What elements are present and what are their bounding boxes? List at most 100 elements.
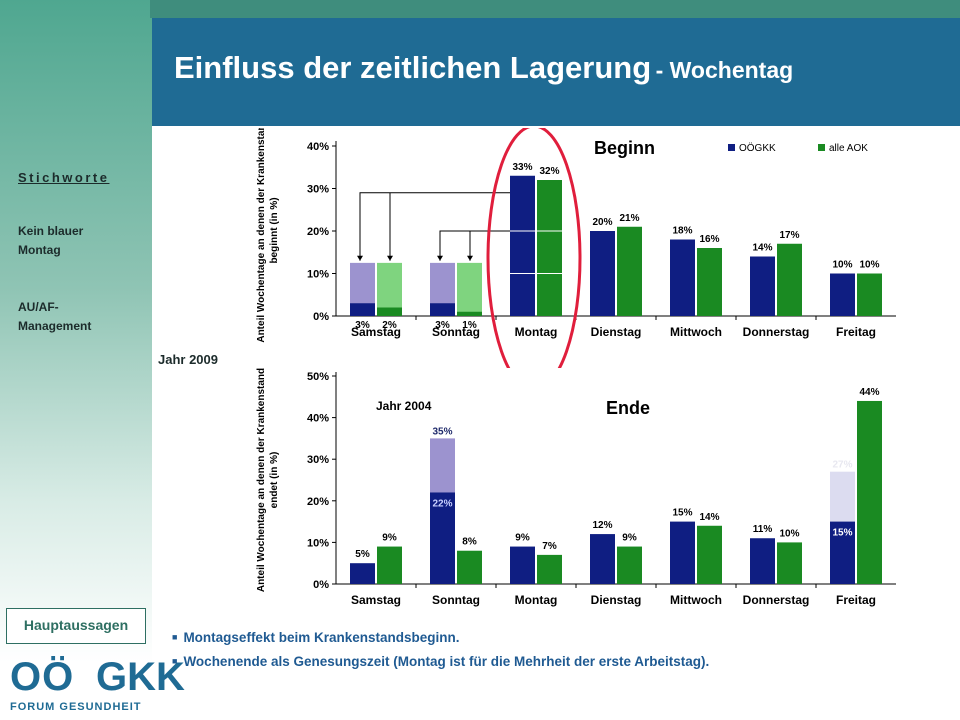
x-tick-label: Samstag [351, 593, 401, 607]
bar [777, 243, 802, 316]
y-axis-label: Anteil Wochentage an denen der Krankenst… [256, 128, 280, 343]
bullet-item: ■ Montagseffekt beim Krankenstandsbeginn. [172, 630, 709, 645]
y-tick-label: 10% [307, 269, 329, 281]
key-messages: ■ Montagseffekt beim Krankenstandsbeginn.… [172, 630, 709, 678]
bar [350, 303, 375, 316]
bar [457, 311, 482, 316]
bullet-marker-icon: ■ [172, 656, 178, 666]
data-label: 16% [699, 234, 719, 245]
bar [537, 554, 562, 584]
y-tick-label: 40% [307, 141, 329, 153]
chart-subtitle: Jahr 2004 [376, 399, 432, 413]
data-label: 17% [779, 230, 799, 241]
title-main: Einfluss der zeitlichen Lagerung [174, 50, 652, 85]
bullet-text: Wochenende als Genesungszeit (Montag ist… [183, 654, 710, 669]
x-tick-label: Freitag [836, 593, 876, 607]
bar [510, 175, 535, 316]
legend-swatch [728, 144, 735, 151]
bar [750, 538, 775, 584]
bar [830, 521, 855, 584]
x-tick-label: Freitag [836, 325, 876, 339]
bullet-item: ■ Wochenende als Genesungszeit (Montag is… [172, 654, 709, 669]
data-label-2004: 35% [432, 426, 452, 437]
data-label: 33% [512, 162, 532, 173]
data-label: 14% [699, 512, 719, 523]
data-label: 15% [832, 528, 852, 539]
top-accent-strip [150, 0, 960, 18]
chart-ende: 35% 27% 0% 10% 20% 30% 40% 50% Anteil Wochentage… [256, 368, 896, 607]
sidebar-item-kein-blauer-montag[interactable]: Kein blauer Montag [18, 224, 84, 257]
arrow-head-icon [387, 255, 393, 261]
bar-2004 [457, 262, 482, 316]
data-label: 10% [832, 260, 852, 271]
data-label: 2% [382, 320, 397, 331]
bar [377, 307, 402, 316]
y-tick-label: 0% [313, 579, 329, 591]
data-label: 22% [432, 498, 452, 509]
data-label: 21% [619, 213, 639, 224]
data-label: 7% [542, 541, 557, 552]
chart-title: Beginn [594, 138, 655, 158]
data-label: 9% [382, 533, 397, 544]
bar [590, 534, 615, 584]
data-label: 3% [435, 320, 450, 331]
bar [750, 256, 775, 316]
chart-title: Ende [606, 398, 650, 418]
data-label: 8% [462, 537, 477, 548]
bar-2004 [377, 262, 402, 316]
bar [430, 492, 455, 584]
bar [430, 303, 455, 316]
data-label: 10% [779, 528, 799, 539]
logo-oo: OÖ [10, 655, 75, 699]
x-tick-label: Dienstag [591, 593, 642, 607]
data-label: 15% [672, 508, 692, 519]
y-tick-label: 40% [307, 413, 329, 425]
legend-swatch [818, 144, 825, 151]
arrow-head-icon [357, 255, 363, 261]
bar [857, 273, 882, 316]
data-label: 32% [539, 166, 559, 177]
arrow-connector [359, 192, 510, 261]
data-label: 11% [753, 524, 773, 535]
data-label-2004: 27% [832, 460, 852, 471]
bar [670, 521, 695, 584]
data-label: 20% [592, 217, 612, 228]
legend-label: alle AOK [829, 143, 868, 154]
sidebar-heading: Stichworte [18, 170, 110, 185]
data-label: 5% [355, 549, 370, 560]
y-tick-label: 30% [307, 454, 329, 466]
x-tick-label: Donnerstag [743, 325, 810, 339]
x-tick-label: Donnerstag [743, 593, 810, 607]
sidebar-item-au-af-management[interactable]: AU/AF-Management [18, 300, 92, 333]
page-title: Einfluss der zeitlichen Lagerung - Woche… [174, 50, 793, 86]
x-tick-label: Dienstag [591, 325, 642, 339]
x-tick-label: Samstag [351, 325, 401, 339]
sidebar-panel [0, 0, 152, 720]
data-label: 10% [859, 260, 879, 271]
logo-forum: FORUM GESUNDHEIT [10, 701, 142, 713]
x-tick-label: Mittwoch [670, 593, 722, 607]
x-tick-label: Sonntag [432, 325, 480, 339]
logo-gkk: GKK [96, 655, 185, 699]
arrow-head-icon [467, 255, 473, 261]
y-tick-label: 20% [307, 496, 329, 508]
legend-label: OÖGKK [739, 142, 776, 154]
bar [697, 248, 722, 316]
y-tick-label: 0% [313, 311, 329, 323]
x-tick-label: Mittwoch [670, 325, 722, 339]
bar [590, 231, 615, 316]
bar [830, 273, 855, 316]
x-tick-label: Montag [515, 593, 558, 607]
bar [457, 550, 482, 584]
x-tick-label: Sonntag [432, 593, 480, 607]
bar [617, 226, 642, 316]
data-label: 9% [622, 533, 637, 544]
hauptaussagen-button[interactable]: Hauptaussagen [6, 608, 146, 644]
bullet-marker-icon: ■ [172, 632, 178, 642]
bar [777, 542, 802, 584]
bar [697, 525, 722, 584]
bar [670, 239, 695, 316]
data-label: 1% [462, 320, 477, 331]
data-label: 44% [859, 387, 879, 398]
arrow-connector [439, 230, 510, 261]
